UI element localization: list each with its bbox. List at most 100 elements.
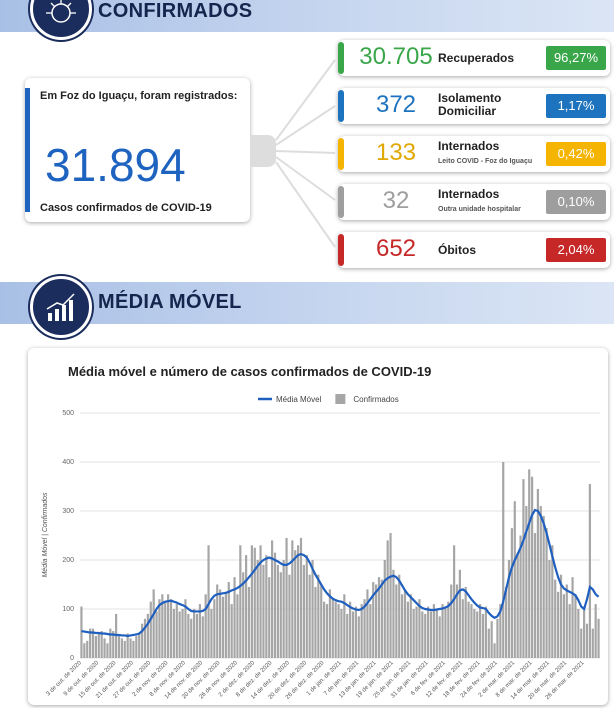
bar (438, 616, 441, 658)
bar (392, 569, 395, 658)
bar (481, 613, 485, 658)
bar (294, 550, 297, 658)
summary-card: Em Foz do Iguaçu, foram registrados: 31.… (25, 78, 250, 222)
bar (577, 609, 580, 658)
y-tick-label: 200 (62, 557, 74, 564)
summary-stripe (25, 88, 30, 212)
bar (161, 594, 164, 658)
legend-swatch (335, 394, 346, 404)
bar (588, 484, 591, 658)
bar (533, 533, 537, 658)
bar (507, 560, 511, 658)
bar (216, 584, 219, 658)
bar (542, 515, 545, 658)
bar (447, 601, 450, 658)
bar (525, 506, 528, 658)
bar (435, 609, 438, 658)
legend-label: Média Móvel (276, 395, 322, 404)
summary-intro: Em Foz do Iguaçu, foram registrados: (40, 90, 238, 102)
bar (302, 564, 305, 658)
stat-sublabel: Leito COVID - Foz do Iguaçu (438, 158, 533, 165)
bar (458, 569, 461, 658)
bar (86, 640, 89, 658)
stat-value: 32 (382, 187, 410, 214)
bar (126, 633, 129, 658)
bar (311, 560, 314, 658)
virus-icon (30, 0, 92, 40)
bar (597, 618, 600, 658)
bar (123, 640, 126, 658)
icon-graphic (46, 0, 76, 23)
bar (412, 609, 415, 658)
bar (461, 599, 464, 658)
bar (172, 609, 175, 658)
bar (476, 611, 479, 658)
summary-total: 31.894 (45, 139, 186, 191)
stat-row: 30.705 Recuperados 96,27% (338, 40, 610, 76)
bar (143, 618, 147, 658)
bar (297, 545, 300, 658)
bar (562, 594, 565, 658)
bar (580, 628, 583, 658)
bar (591, 628, 594, 658)
bar (245, 555, 248, 658)
stat-sublabel: Outra unidade hospitalar (438, 206, 521, 213)
section-title: MÉDIA MÓVEL (98, 291, 242, 313)
bar (141, 623, 144, 658)
header-band: CONFIRMADOS (0, 0, 614, 32)
bar (100, 631, 103, 658)
bar (213, 599, 216, 658)
stat-stripe (338, 90, 344, 122)
bar (320, 584, 323, 658)
bar (207, 545, 210, 658)
bar (132, 640, 135, 658)
bar (450, 584, 453, 658)
bar (201, 616, 204, 658)
bar (505, 586, 508, 658)
bar (334, 601, 337, 658)
bar (271, 540, 274, 658)
bar (372, 582, 375, 658)
connector (250, 59, 336, 248)
stat-row: 372 Isolamento Domiciliar 1,17% (338, 88, 610, 124)
bar (247, 586, 251, 658)
bar (389, 533, 392, 658)
y-tick-label: 0 (70, 655, 74, 662)
stat-value: 652 (375, 235, 417, 262)
bar (441, 604, 444, 658)
bar (331, 599, 334, 658)
bar (262, 564, 265, 658)
bar (219, 589, 222, 658)
stat-label: Isolamento Domiciliar (438, 91, 502, 118)
bar (519, 535, 522, 658)
bar (516, 552, 519, 658)
bar (349, 601, 352, 658)
bar (432, 604, 435, 658)
bar (80, 606, 83, 658)
y-tick-label: 400 (62, 459, 74, 466)
stat-percent: 0,42% (546, 142, 606, 166)
bar (551, 545, 554, 658)
bar (343, 594, 346, 658)
bar (285, 537, 288, 658)
stat-value: 372 (375, 91, 417, 118)
bar (557, 591, 560, 658)
bar (106, 643, 109, 658)
header-title: CONFIRMADOS (98, 0, 253, 22)
chart-title: Média móvel e número de casos confirmado… (68, 364, 431, 379)
bar (305, 555, 308, 658)
bar (167, 594, 170, 658)
bar (536, 488, 539, 658)
summary-caption: Casos confirmados de COVID-19 (40, 202, 212, 214)
bar (487, 628, 490, 658)
bar (288, 574, 291, 658)
bar (377, 577, 381, 658)
stat-stripe (338, 42, 344, 74)
bar (565, 584, 568, 658)
bar (510, 528, 513, 658)
bar (224, 591, 227, 658)
chart-icon (30, 276, 92, 338)
bar (418, 599, 421, 658)
bar (138, 633, 141, 658)
